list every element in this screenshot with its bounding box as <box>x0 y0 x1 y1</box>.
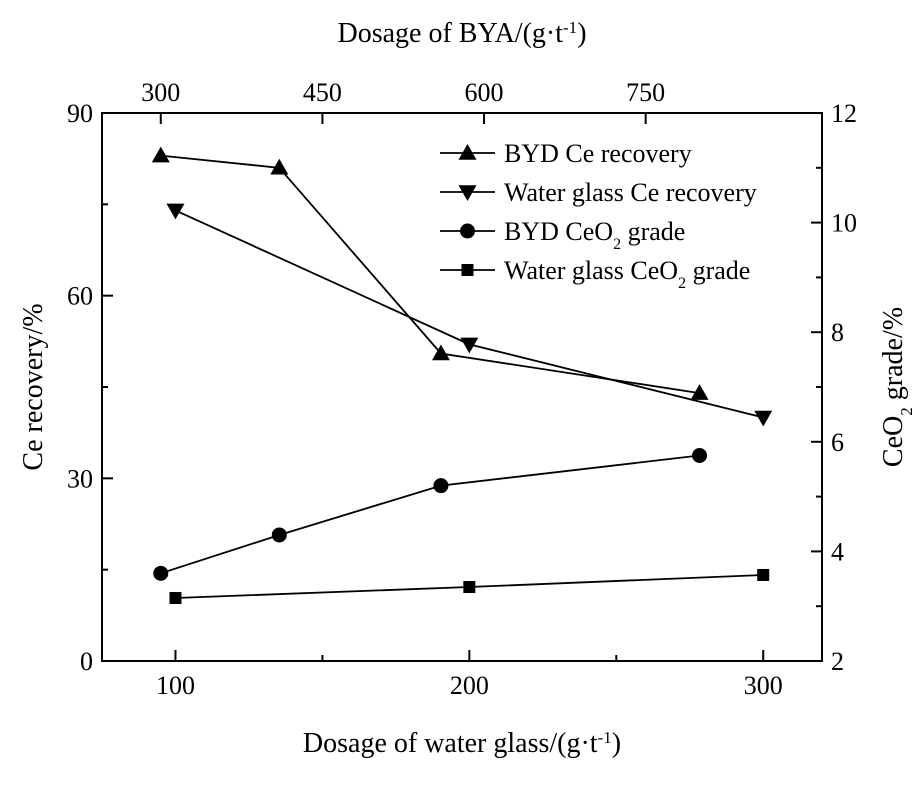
data-point-square <box>757 568 770 581</box>
axis-tick-labels: 100 200 300 300 450 600 750 0 30 60 90 2 4 6 8 10 12 <box>67 78 857 700</box>
series-line-2 <box>160 454 700 575</box>
legend-label: Water glass CeO2 grade <box>504 256 750 292</box>
bottom-tick-label: 300 <box>744 671 783 700</box>
data-point-triangle-down <box>460 337 479 354</box>
x-axis-title-bottom: Dosage of water glass/(g·t-1) <box>303 728 621 760</box>
data-point-triangle-up <box>270 158 289 175</box>
data-point-triangle-down <box>754 410 773 427</box>
axis-ticks <box>102 112 822 662</box>
legend-label: BYD CeO2 grade <box>504 217 685 253</box>
data-point-circle <box>271 527 287 543</box>
legend: BYD Ce recovery Water glass Ce recovery BY… <box>440 139 757 292</box>
legend-marker-triangle-down <box>458 185 477 201</box>
right-tick-label: 2 <box>831 647 844 676</box>
data-point-circle <box>153 565 169 581</box>
y-axis-title-left: Ce recovery/% <box>18 303 49 470</box>
right-tick-label: 12 <box>831 99 857 128</box>
left-tick-label: 60 <box>67 282 93 311</box>
data-point-square <box>463 581 476 594</box>
legend-label: Water glass Ce recovery <box>504 178 757 207</box>
bottom-tick-label: 200 <box>450 671 489 700</box>
series-line-0 <box>160 154 700 394</box>
top-tick-label: 300 <box>141 78 180 107</box>
data-point-triangle-up <box>431 344 450 361</box>
series-markers <box>151 146 773 604</box>
right-tick-label: 4 <box>831 537 844 566</box>
data-point-circle <box>433 478 449 494</box>
y-axis-title-right: CeO2 grade/% <box>878 307 916 467</box>
left-tick-label: 0 <box>80 647 93 676</box>
data-point-square <box>169 591 182 604</box>
bottom-tick-label: 100 <box>156 671 195 700</box>
data-point-circle <box>692 448 708 463</box>
data-point-triangle-down <box>166 203 185 220</box>
top-tick-label: 600 <box>465 78 504 107</box>
left-tick-label: 90 <box>67 99 93 128</box>
right-tick-label: 10 <box>831 209 857 238</box>
right-tick-label: 6 <box>831 428 844 457</box>
data-point-triangle-up <box>690 384 709 400</box>
data-point-triangle-up <box>151 146 170 163</box>
legend-label: BYD Ce recovery <box>504 139 692 168</box>
left-tick-label: 30 <box>67 464 93 493</box>
top-tick-label: 450 <box>303 78 342 107</box>
legend-marker-square <box>461 264 474 276</box>
axis-titles: Dosage of water glass/(g·t-1) Dosage of B… <box>18 18 916 760</box>
series-lines <box>160 154 764 599</box>
right-tick-label: 8 <box>831 318 844 347</box>
x-axis-title-top: Dosage of BYA/(g·t-1) <box>337 18 586 50</box>
top-tick-label: 750 <box>626 78 665 107</box>
legend-marker-triangle-up <box>458 144 477 160</box>
legend-marker-circle <box>460 223 475 239</box>
